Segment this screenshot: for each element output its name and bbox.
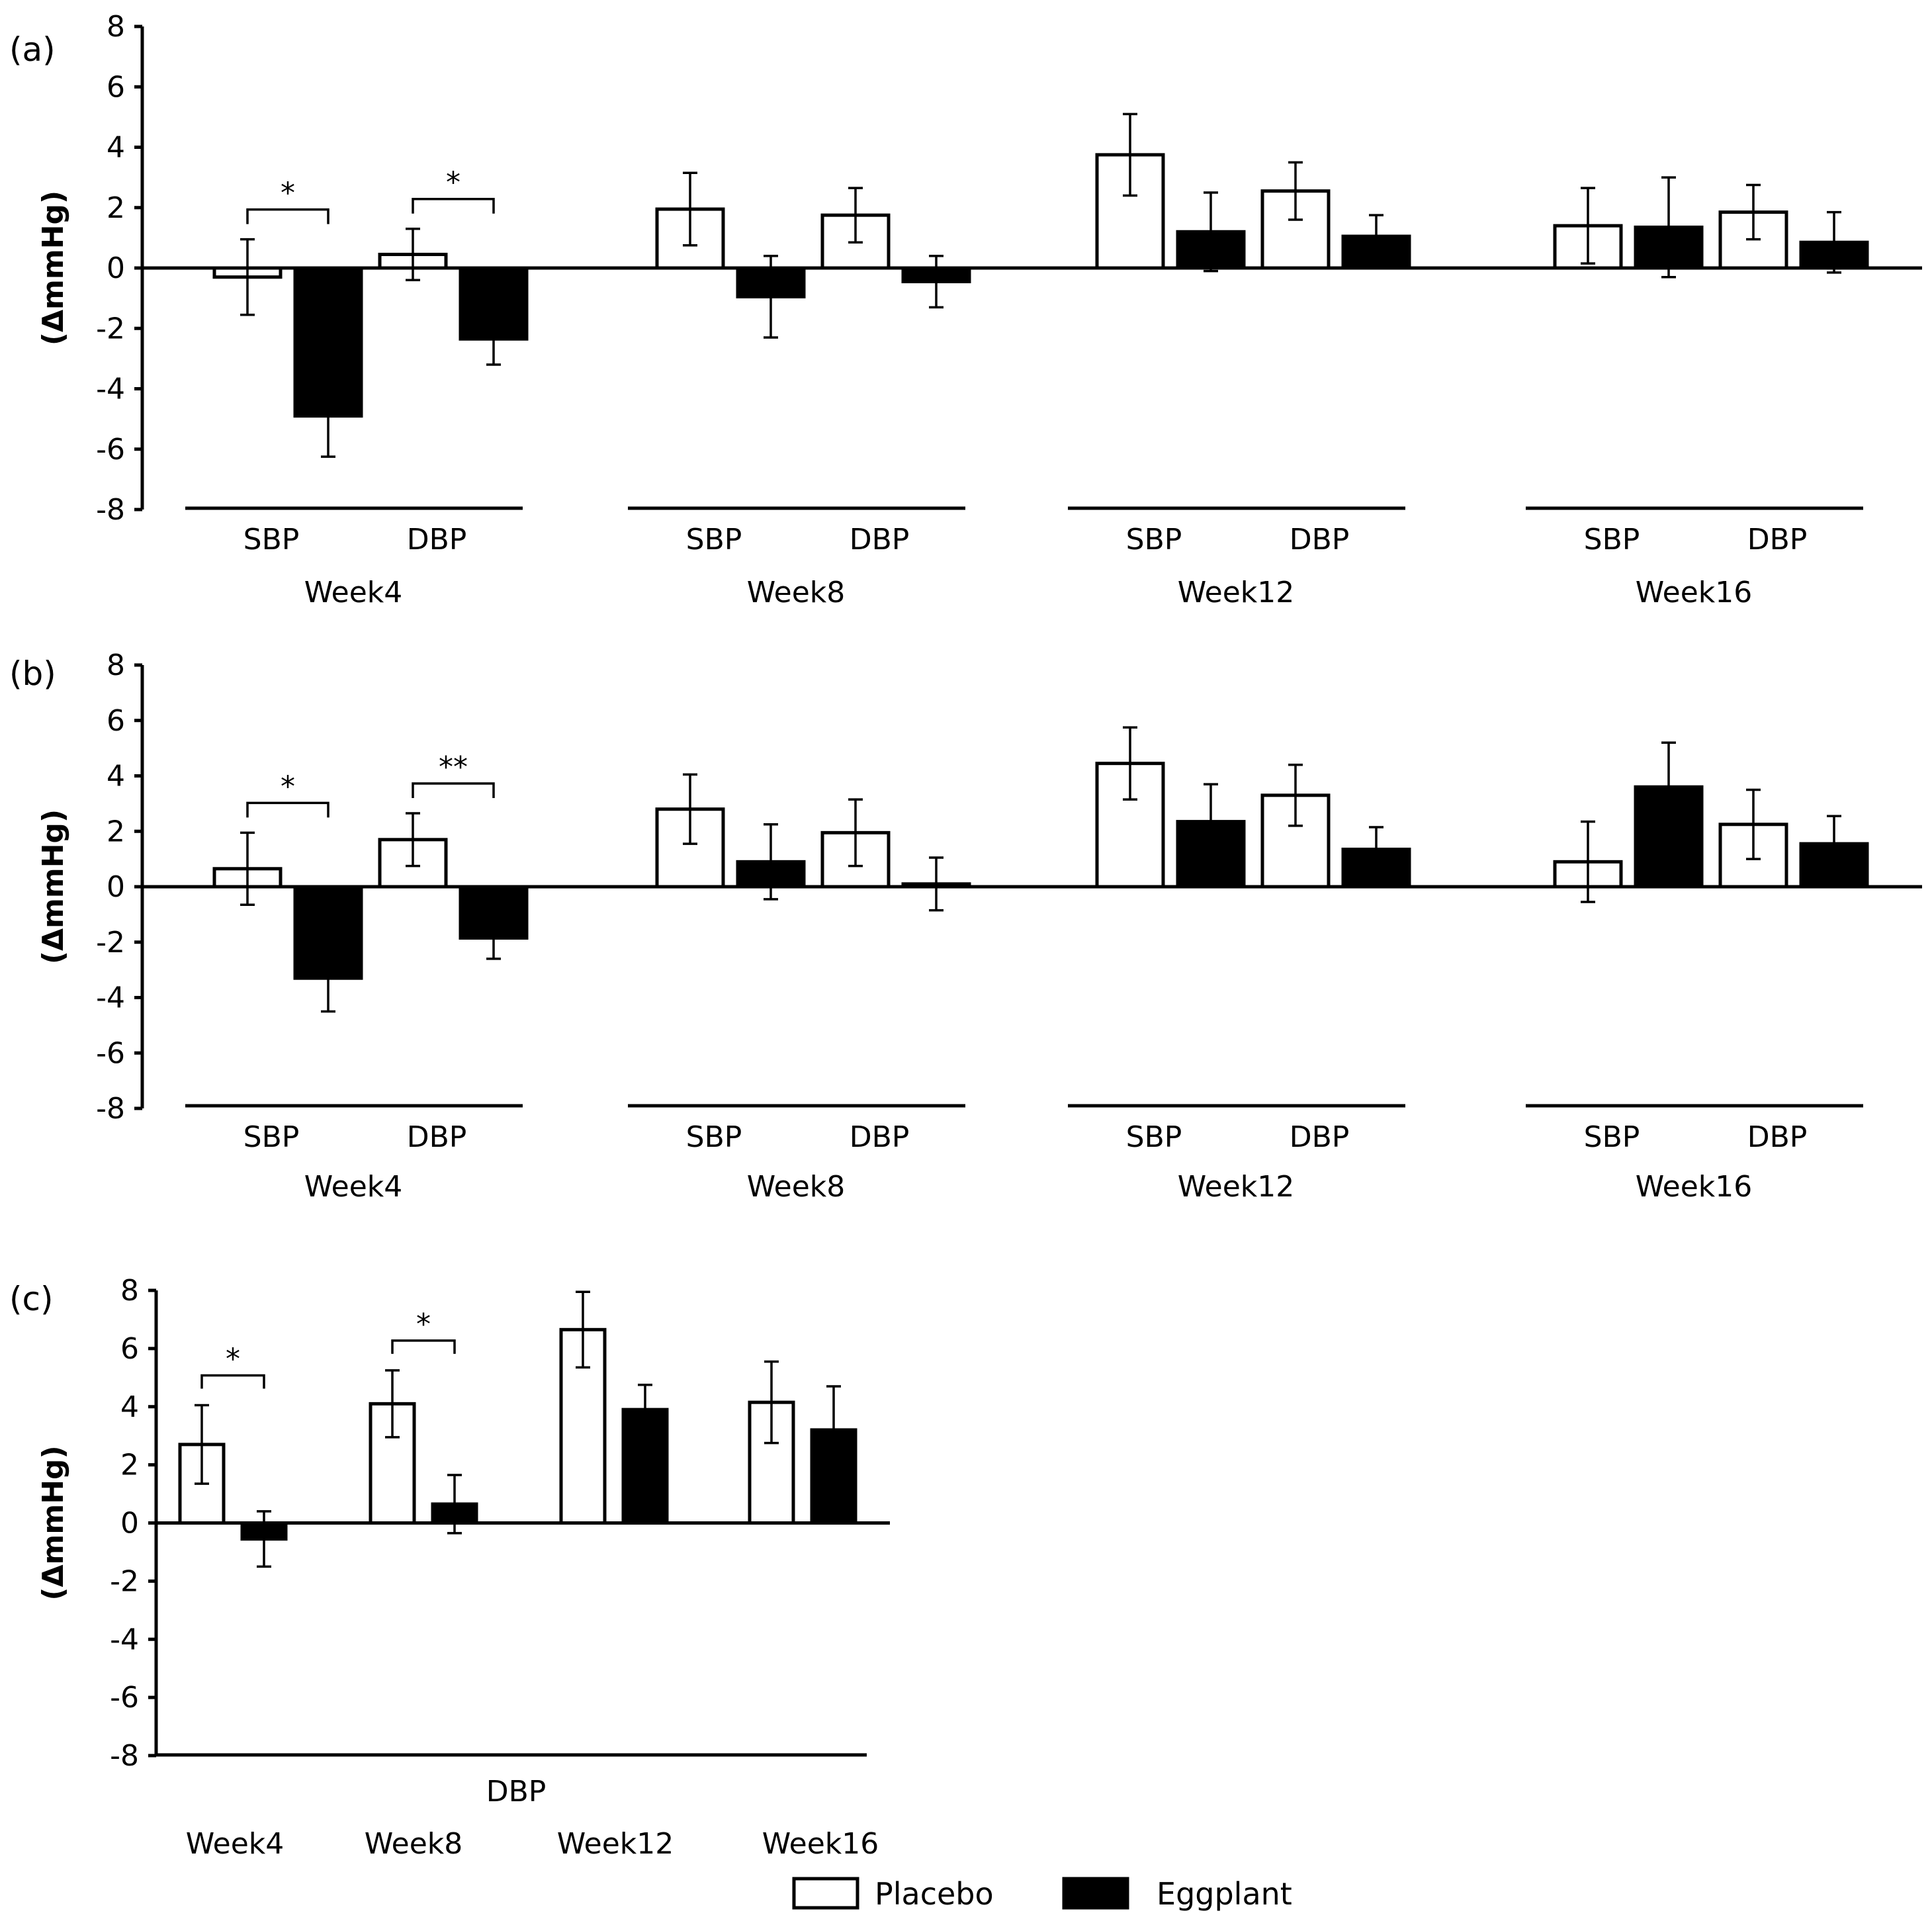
significance-bracket [200,1374,265,1389]
y-tick-label: 2 [107,815,125,848]
week-label: Week4 [304,1170,403,1204]
category-label: DBP [1290,1120,1350,1154]
category-label: SBP [1584,1120,1640,1154]
panel-label: (c) [9,1280,54,1318]
y-tick-label: -4 [96,981,125,1015]
significance-bracket [246,208,329,224]
panel-label: (a) [9,30,56,69]
week-label: Week4 [304,576,403,609]
significance-bracket [412,197,495,214]
category-label: SBP [1584,523,1640,557]
legend-swatch-placebo [792,1877,859,1910]
week-label: Week12 [1178,1170,1295,1204]
y-tick-label: -4 [96,373,125,406]
bar-eggplant [621,1408,669,1525]
y-tick-label: -6 [110,1681,139,1715]
y-axis-label: (ΔmmHg) [36,809,70,964]
y-tick-label: 6 [120,1332,139,1366]
y-tick-label: 2 [120,1449,139,1482]
week-label: Week8 [747,576,846,609]
y-tick-label: -8 [96,493,125,527]
category-label: DBP [486,1775,547,1809]
week-label: Week8 [365,1827,463,1861]
bar-placebo [748,1400,795,1525]
y-tick-label: -6 [96,433,125,467]
y-tick-label: -4 [110,1623,139,1656]
category-label: SBP [243,523,300,557]
y-tick-label: 0 [120,1507,139,1541]
y-tick-label: 2 [107,191,125,225]
y-tick-label: 6 [107,70,125,104]
category-label: SBP [1126,1120,1182,1154]
y-tick-label: -8 [110,1739,139,1773]
significance-bracket [391,1339,456,1354]
y-axis-label: (ΔmmHg) [36,1445,70,1600]
y-axis-label: (ΔmmHg) [36,191,70,345]
category-label: SBP [686,1120,742,1154]
week-label: Week12 [557,1827,674,1861]
legend: Placebo Eggplant [792,1876,1292,1912]
category-label: SBP [243,1120,300,1154]
week-label: Week12 [1178,576,1295,609]
legend-swatch-eggplant [1062,1877,1129,1910]
category-label: DBP [850,1120,910,1154]
significance-label: * [226,1343,240,1376]
y-tick-label: -6 [96,1036,125,1070]
significance-label: * [416,1308,431,1341]
panel-c: (c) 8 6 4 2 0 -2 -4 -6 -8 (ΔmmHg) * Week4 * Week8 Week1… [9,1274,890,1861]
y-tick-label: -8 [96,1092,125,1126]
y-tick-label: 0 [107,251,125,285]
week-label: Week16 [762,1827,879,1861]
category-label: DBP [850,523,910,557]
y-tick-label: -2 [96,926,125,960]
significance-bracket [246,801,329,818]
category-label: DBP [407,523,467,557]
significance-bracket [412,782,495,799]
y-tick-label: 8 [107,648,125,682]
significance-label: * [281,770,295,803]
significance-label: * [446,166,461,200]
legend-label-eggplant: Eggplant [1157,1876,1292,1912]
y-tick-label: 0 [107,870,125,904]
panel-b: (b) 86420-2-4-6-8(ΔmmHg)*SBP**DBPWeek4SBP… [9,648,1922,1204]
significance-label: ** [439,750,468,784]
significance-label: * [281,177,295,210]
category-label: DBP [1290,523,1350,557]
week-label: Week16 [1636,1170,1753,1204]
panel-label: (b) [9,654,56,693]
y-tick-label: 8 [120,1274,139,1308]
week-label: Week16 [1636,576,1753,609]
category-label: SBP [686,523,742,557]
week-label: Week4 [186,1827,285,1861]
y-tick-label: 4 [107,131,125,165]
y-tick-label: -2 [96,312,125,345]
y-tick-label: 4 [107,760,125,793]
y-tick-label: -2 [110,1564,139,1598]
y-tick-label: 6 [107,704,125,738]
category-label: DBP [1747,523,1808,557]
legend-label-placebo: Placebo [875,1876,994,1912]
y-tick-label: 4 [120,1390,139,1424]
category-label: SBP [1126,523,1182,557]
y-tick-label: 8 [107,10,125,44]
category-label: DBP [407,1120,467,1154]
category-label: DBP [1747,1120,1808,1154]
week-label: Week8 [747,1170,846,1204]
